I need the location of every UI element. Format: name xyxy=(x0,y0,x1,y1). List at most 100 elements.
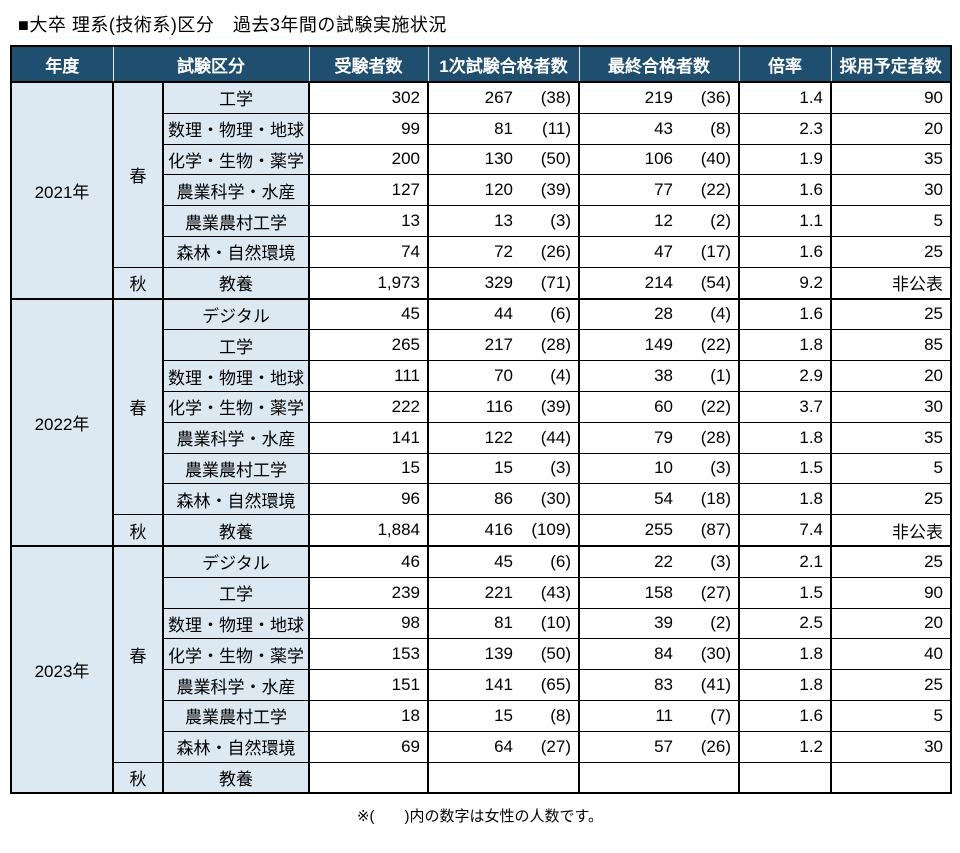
count-value: 267 xyxy=(484,87,513,107)
count-value: 416 xyxy=(484,520,513,540)
planned-hires-cell: 25 xyxy=(830,544,952,578)
planned-hires-cell: 25 xyxy=(830,235,952,268)
count-value: 43 xyxy=(654,118,673,138)
female-count: (28) xyxy=(700,427,731,447)
female-count: (8) xyxy=(710,118,731,138)
ratio-cell: 9.2 xyxy=(738,266,832,300)
count-value: 122 xyxy=(484,427,513,447)
header-exam-category: 試験区分 xyxy=(112,46,310,83)
female-count: (87) xyxy=(700,520,731,540)
final-passers-cell: 10 (3) xyxy=(578,452,740,485)
count-value: 106 xyxy=(644,149,673,169)
female-count: (10) xyxy=(540,613,571,633)
first-stage-passers-cell: 81 (10) xyxy=(427,607,580,640)
category-cell: 数理・物理・地球 xyxy=(162,112,310,145)
count-value: 79 xyxy=(654,427,673,447)
table-row: 森林・自然環境 74 72 (26) 47 (17) 1.6 25 xyxy=(11,235,952,268)
female-count: (22) xyxy=(700,180,731,200)
ratio-cell: 1.6 xyxy=(738,699,832,732)
planned-hires-cell: 35 xyxy=(830,143,952,176)
first-stage-passers-cell: 15 (8) xyxy=(427,699,580,732)
applicants-cell: 18 xyxy=(308,699,429,732)
final-passers-cell: 84 (30) xyxy=(578,638,740,671)
ratio-cell: 3.7 xyxy=(738,390,832,423)
ratio-cell: 1.8 xyxy=(738,638,832,671)
final-passers-cell: 11 (7) xyxy=(578,699,740,732)
count-value: 64 xyxy=(494,736,513,756)
count-value: 54 xyxy=(654,489,673,509)
applicants-cell: 1,884 xyxy=(308,514,429,547)
female-count: (109) xyxy=(531,520,571,540)
table-row: 森林・自然環境 96 86 (30) 54 (18) 1.8 25 xyxy=(11,483,952,516)
applicants-cell: 74 xyxy=(308,235,429,268)
ratio-cell xyxy=(738,761,832,794)
ratio-cell: 2.1 xyxy=(738,544,832,578)
planned-hires-cell: 25 xyxy=(830,669,952,701)
planned-hires-cell: 30 xyxy=(830,174,952,207)
applicants-cell: 141 xyxy=(308,421,429,454)
planned-hires-cell: 30 xyxy=(830,730,952,763)
first-stage-passers-cell: 416 (109) xyxy=(427,514,580,547)
first-stage-passers-cell: 329 (71) xyxy=(427,266,580,300)
count-value: 130 xyxy=(484,149,513,169)
count-value: 219 xyxy=(644,87,673,107)
applicants-cell: 1,973 xyxy=(308,266,429,300)
final-passers-cell: 54 (18) xyxy=(578,483,740,516)
count-value: 11 xyxy=(655,705,673,725)
applicants-cell: 99 xyxy=(308,112,429,145)
applicants-cell: 265 xyxy=(308,329,429,362)
applicants-cell: 127 xyxy=(308,174,429,207)
female-count: (40) xyxy=(700,149,731,169)
applicants-cell: 45 xyxy=(308,297,429,331)
female-count: (44) xyxy=(540,427,571,447)
count-value: 158 xyxy=(644,582,673,602)
applicants-cell: 239 xyxy=(308,576,429,609)
female-count: (30) xyxy=(700,644,731,664)
category-cell: 化学・生物・薬学 xyxy=(162,638,310,671)
count-value: 149 xyxy=(644,335,673,355)
count-value: 116 xyxy=(485,396,513,416)
applicants-cell: 111 xyxy=(308,360,429,392)
first-stage-passers-cell: 13 (3) xyxy=(427,205,580,237)
planned-hires-cell: 30 xyxy=(830,390,952,423)
count-value: 12 xyxy=(654,211,673,231)
applicants-cell: 151 xyxy=(308,669,429,701)
female-count: (6) xyxy=(550,304,571,324)
applicants-cell: 69 xyxy=(308,730,429,763)
page-title: ■大卒 理系(技術系)区分 過去3年間の試験実施状況 xyxy=(18,15,447,35)
female-count: (71) xyxy=(540,272,571,292)
applicants-cell: 153 xyxy=(308,638,429,671)
planned-hires-cell: 35 xyxy=(830,421,952,454)
category-cell: 教養 xyxy=(162,514,310,547)
first-stage-passers-cell: 44 (6) xyxy=(427,297,580,331)
final-passers-cell: 38 (1) xyxy=(578,360,740,392)
planned-hires-cell: 20 xyxy=(830,360,952,392)
season-cell: 春 xyxy=(112,297,164,516)
ratio-cell: 2.3 xyxy=(738,112,832,145)
ratio-cell: 1.6 xyxy=(738,297,832,331)
first-stage-passers-cell: 120 (39) xyxy=(427,174,580,207)
ratio-cell: 1.8 xyxy=(738,669,832,701)
count-value: 329 xyxy=(484,272,513,292)
count-value: 86 xyxy=(494,489,513,509)
planned-hires-cell: 85 xyxy=(830,329,952,362)
first-stage-passers-cell: 139 (50) xyxy=(427,638,580,671)
category-cell: 数理・物理・地球 xyxy=(162,607,310,640)
first-stage-passers-cell: 217 (28) xyxy=(427,329,580,362)
planned-hires-cell: 25 xyxy=(830,297,952,331)
female-count: (27) xyxy=(540,736,571,756)
female-count: (3) xyxy=(710,551,731,571)
planned-hires-cell: 5 xyxy=(830,699,952,732)
female-count: (28) xyxy=(540,335,571,355)
count-value: 45 xyxy=(494,551,513,571)
applicants-cell: 302 xyxy=(308,81,429,114)
first-stage-passers-cell: 45 (6) xyxy=(427,544,580,578)
table-row: 農業農村工学 13 13 (3) 12 (2) 1.1 5 xyxy=(11,205,952,237)
female-count: (4) xyxy=(550,366,571,386)
category-cell: 教養 xyxy=(162,761,310,794)
count-value: 38 xyxy=(654,366,673,386)
ratio-cell: 1.9 xyxy=(738,143,832,176)
year-cell: 2022年 xyxy=(10,297,114,547)
category-cell: 森林・自然環境 xyxy=(162,730,310,763)
female-count: (41) xyxy=(700,675,731,695)
